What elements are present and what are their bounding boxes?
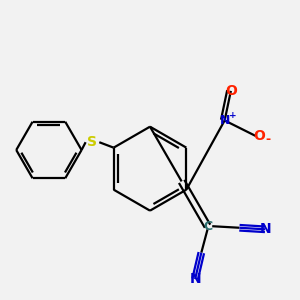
Text: C: C [203,220,212,233]
Text: N: N [259,222,271,236]
Text: N: N [220,114,230,127]
Text: O: O [225,84,237,98]
Text: +: + [229,111,236,120]
Text: S: S [88,135,98,149]
Text: N: N [189,272,201,286]
Text: O: O [253,129,265,143]
Text: -: - [265,133,270,146]
